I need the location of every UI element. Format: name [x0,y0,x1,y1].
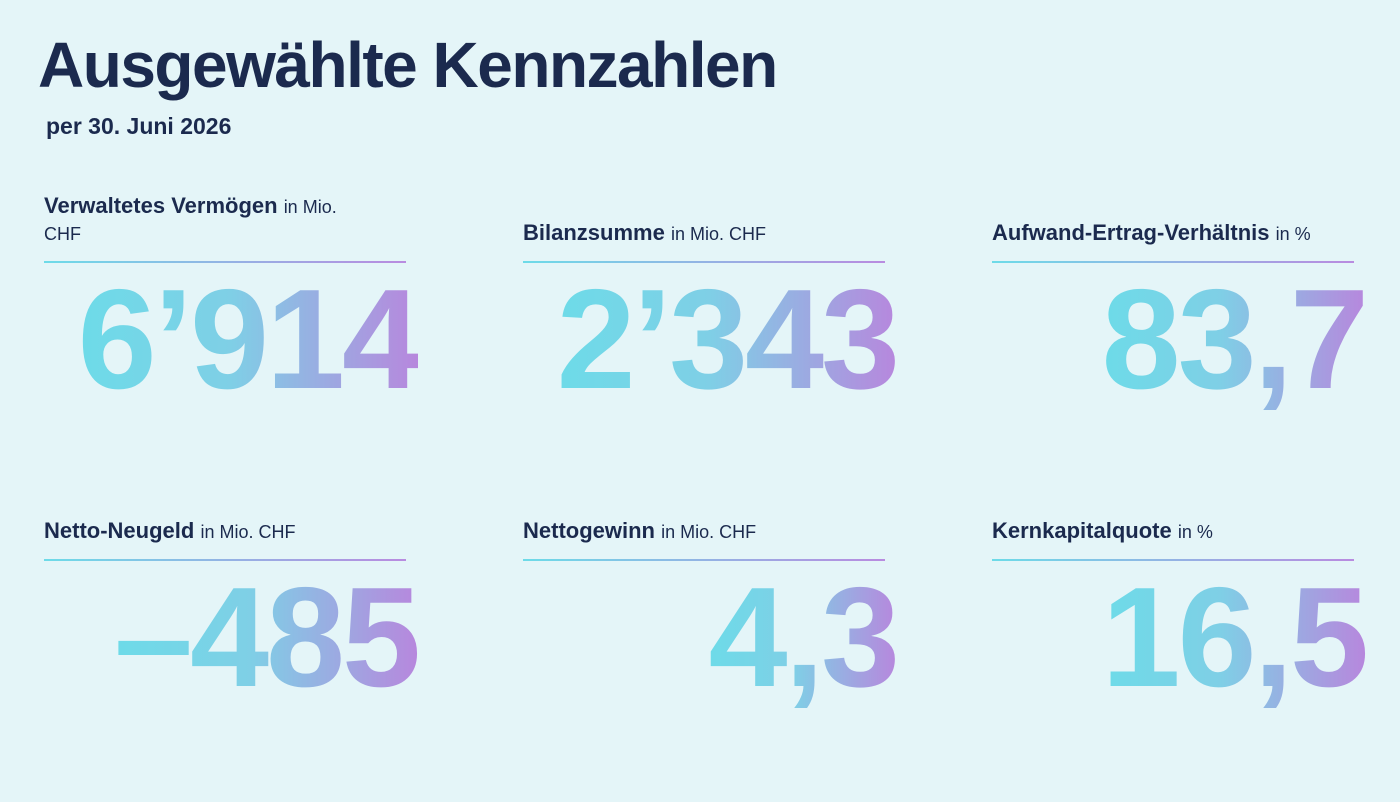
kpi-name: Aufwand-Ertrag-Verhältnis [992,220,1270,245]
kpi-label: Nettogewinn in Mio. CHF [523,517,853,545]
kpi-value: 83,7 [1101,260,1369,419]
kpi-card: Bilanzsumme in Mio. CHF 2’343 [523,220,900,414]
kpi-name: Bilanzsumme [523,220,665,245]
kpi-name: Kernkapitalquote [992,518,1172,543]
kpi-name: Verwaltetes Vermögen [44,192,278,218]
subtitle: per 30. Juni 2026 [46,113,232,139]
kpi-unit: in Mio. CHF [661,522,757,542]
kpi-unit: in % [1275,224,1311,244]
kpi-card: Verwaltetes Vermögen in Mio. CHF 6’914 [44,193,421,414]
kpi-unit: in Mio. CHF [44,196,337,245]
kpi-card: Kernkapitalquote in % 16,5 [992,518,1369,712]
kpi-label: Aufwand-Ertrag-Verhältnis in % [992,219,1322,247]
kpi-value: 6’914 [77,260,421,419]
kpi-label: Bilanzsumme in Mio. CHF [523,219,853,247]
kpi-label: Kernkapitalquote in % [992,517,1322,545]
kpi-unit: in Mio. CHF [670,224,766,244]
kpi-name: Nettogewinn [523,518,655,543]
kpi-value: 16,5 [1101,558,1369,717]
kpi-unit: in % [1177,522,1213,542]
kpi-card: Nettogewinn in Mio. CHF 4,3 [523,518,900,712]
kpi-name: Netto-Neugeld [44,518,195,543]
kpi-label: Verwaltetes Vermögen in Mio. CHF [44,192,374,247]
kpi-value: 2’343 [556,260,900,419]
kpi-value: –485 [114,558,421,717]
kpi-label: Netto-Neugeld in Mio. CHF [44,517,374,545]
kpi-card: Aufwand-Ertrag-Verhältnis in % 83,7 [992,220,1369,414]
kpi-value: 4,3 [708,558,900,717]
title: Ausgewählte Kennzahlen [38,29,778,101]
kpi-unit: in Mio. CHF [200,522,296,542]
kpi-card: Netto-Neugeld in Mio. CHF –485 [44,518,421,712]
